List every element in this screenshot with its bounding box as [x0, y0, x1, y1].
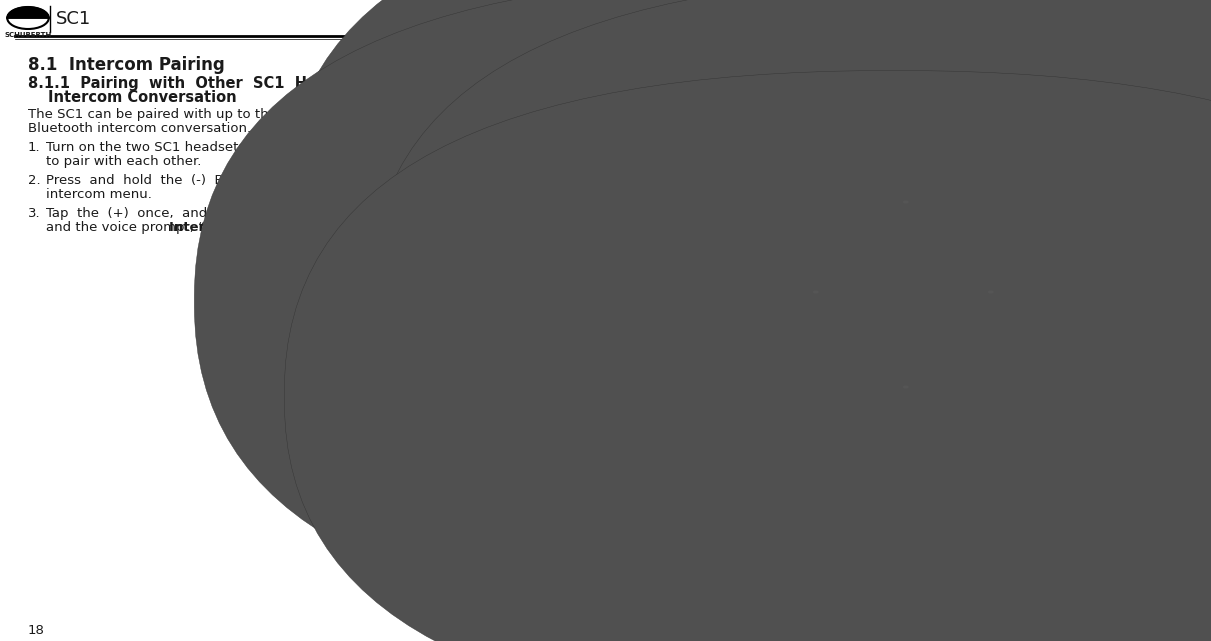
Text: B: B: [744, 305, 752, 318]
Text: C: C: [866, 365, 874, 378]
Text: connection is automatically established. The two SC1 headsets A and: connection is automatically established.…: [616, 85, 1081, 98]
Text: to pair with each other.: to pair with each other.: [46, 156, 201, 169]
Text: and the voice prompt, “: and the voice prompt, “: [46, 222, 205, 235]
Text: Turn on the two SC1 headsets (A and B) that you would like: Turn on the two SC1 headsets (A and B) t…: [46, 141, 443, 154]
Text: between headsets A and D by following the same procedure: between headsets A and D by following th…: [616, 506, 1021, 519]
Text: 1.: 1.: [28, 141, 41, 154]
Text: Tap  the  (+)  once,  and  you  will  hear  a  mid-tone  single  beep: Tap the (+) once, and you will hear a mi…: [46, 207, 484, 220]
Text: Intercom pairing”.: Intercom pairing”.: [170, 222, 308, 235]
Text: 3.: 3.: [28, 207, 41, 220]
Text: You can make other pairing between headsets A and C, and: You can make other pairing between heads…: [616, 492, 1016, 505]
Text: SC1: SC1: [56, 10, 91, 28]
Text: Pairing A & B: Pairing A & B: [821, 470, 919, 483]
Text: 18: 18: [28, 624, 45, 637]
Text: intercom menu.: intercom menu.: [46, 188, 151, 201]
Text: as above.: as above.: [616, 521, 682, 534]
Text: 2.: 2.: [28, 174, 41, 187]
Text: 5.: 5.: [597, 492, 609, 505]
Text: process is not completed within one minute, the SC1 will: process is not completed within one minu…: [616, 114, 997, 127]
Text: A: A: [866, 180, 874, 193]
Text: Simply tap the (+) Button of any one of the two headsets A or B and: Simply tap the (+) Button of any one of …: [616, 56, 1074, 69]
Text: return to stand-by mode.: return to stand-by mode.: [616, 128, 785, 142]
Text: 8.1  Intercom Pairing: 8.1 Intercom Pairing: [28, 56, 225, 74]
Text: 4.: 4.: [597, 56, 609, 69]
Text: SCHUBERTH: SCHUBERTH: [5, 32, 52, 38]
Text: D: D: [982, 305, 992, 318]
Text: Bluetooth intercom conversation.: Bluetooth intercom conversation.: [28, 122, 251, 135]
Text: 8.1.1  Pairing  with  Other  SC1  Headsets  for: 8.1.1 Pairing with Other SC1 Headsets fo…: [28, 76, 406, 91]
Text: Press  and  hold  the  (-)  Button  for  1  second  to  enter  the: Press and hold the (-) Button for 1 seco…: [46, 174, 455, 187]
Text: Intercom Conversation: Intercom Conversation: [48, 90, 236, 105]
Text: The SC1 can be paired with up to three other headsets for: The SC1 can be paired with up to three o…: [28, 108, 418, 121]
Polygon shape: [7, 7, 48, 18]
Text: wait  until  the  LEDs  of  both  headsets  turn  to  blue  and  intercom: wait until the LEDs of both headsets tur…: [616, 71, 1081, 83]
Text: B are paired with each other for intercom conversation. If the pairing: B are paired with each other for interco…: [616, 99, 1078, 113]
